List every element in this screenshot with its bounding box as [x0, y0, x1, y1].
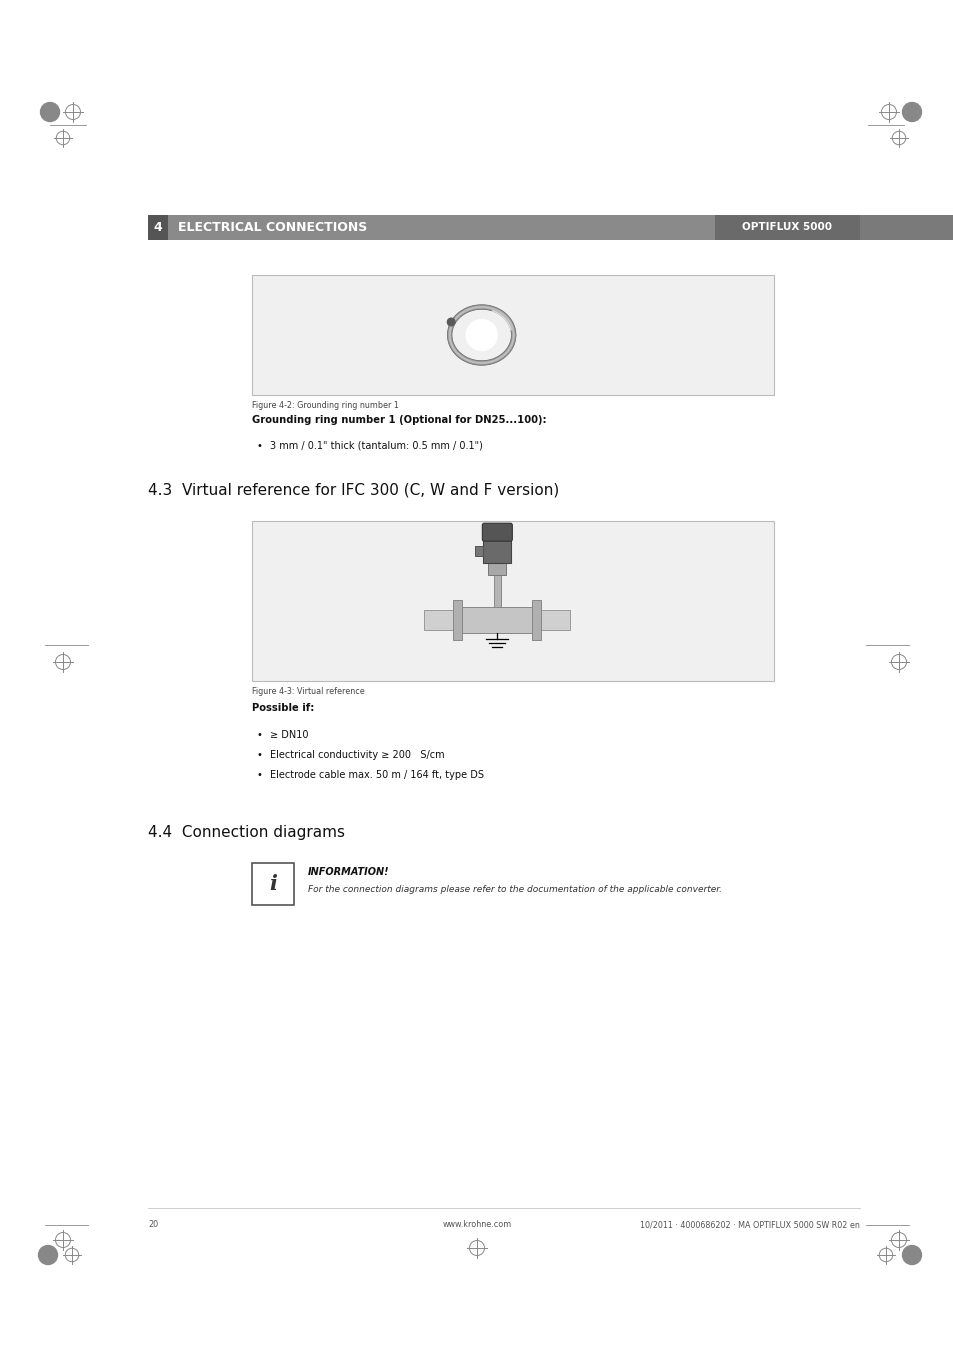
Bar: [532, 610, 570, 630]
Circle shape: [38, 1246, 57, 1265]
Circle shape: [40, 103, 59, 122]
Bar: [252, 521, 773, 680]
Text: Figure 4-2: Grounding ring number 1: Figure 4-2: Grounding ring number 1: [252, 401, 398, 410]
Bar: [424, 610, 462, 630]
Bar: [252, 863, 294, 904]
Circle shape: [902, 103, 921, 122]
Text: ≥ DN10: ≥ DN10: [270, 730, 308, 740]
FancyBboxPatch shape: [482, 524, 512, 541]
Bar: [462, 608, 532, 633]
Bar: [252, 275, 773, 396]
Text: Possible if:: Possible if:: [252, 703, 314, 713]
Bar: [483, 539, 511, 563]
Text: ELECTRICAL CONNECTIONS: ELECTRICAL CONNECTIONS: [178, 221, 367, 234]
Text: 20: 20: [148, 1220, 158, 1228]
Bar: [148, 215, 168, 240]
Text: INFORMATION!: INFORMATION!: [308, 867, 389, 878]
Bar: [488, 563, 506, 575]
Text: 4: 4: [153, 221, 162, 234]
Text: 10/2011 · 4000686202 · MA OPTIFLUX 5000 SW R02 en: 10/2011 · 4000686202 · MA OPTIFLUX 5000 …: [639, 1220, 859, 1228]
Bar: [714, 215, 859, 240]
Bar: [453, 601, 462, 640]
Text: Electrode cable max. 50 m / 164 ft, type DS: Electrode cable max. 50 m / 164 ft, type…: [270, 769, 483, 780]
Text: 4.3  Virtual reference for IFC 300 (C, W and F version): 4.3 Virtual reference for IFC 300 (C, W …: [148, 483, 558, 498]
Circle shape: [902, 1246, 921, 1265]
Bar: [148, 215, 859, 240]
Text: Figure 4-3: Virtual reference: Figure 4-3: Virtual reference: [252, 687, 364, 697]
Text: 3 mm / 0.1" thick (tantalum: 0.5 mm / 0.1"): 3 mm / 0.1" thick (tantalum: 0.5 mm / 0.…: [270, 441, 482, 451]
Bar: [475, 545, 483, 556]
Text: Grounding ring number 1 (Optional for DN25...100):: Grounding ring number 1 (Optional for DN…: [252, 414, 546, 425]
Text: www.krohne.com: www.krohne.com: [442, 1220, 511, 1228]
Text: 4.4  Connection diagrams: 4.4 Connection diagrams: [148, 825, 345, 840]
Text: •: •: [256, 769, 263, 780]
Bar: [494, 575, 500, 608]
Circle shape: [447, 319, 455, 325]
Text: i: i: [269, 873, 276, 894]
Text: Electrical conductivity ≥ 200   S/cm: Electrical conductivity ≥ 200 S/cm: [270, 751, 444, 760]
Text: •: •: [256, 441, 263, 451]
Text: •: •: [256, 730, 263, 740]
Bar: [859, 215, 953, 240]
Text: •: •: [256, 751, 263, 760]
Circle shape: [466, 320, 497, 351]
Text: For the connection diagrams please refer to the documentation of the applicable : For the connection diagrams please refer…: [308, 886, 721, 894]
Text: OPTIFLUX 5000: OPTIFLUX 5000: [741, 223, 832, 232]
Bar: [532, 601, 540, 640]
